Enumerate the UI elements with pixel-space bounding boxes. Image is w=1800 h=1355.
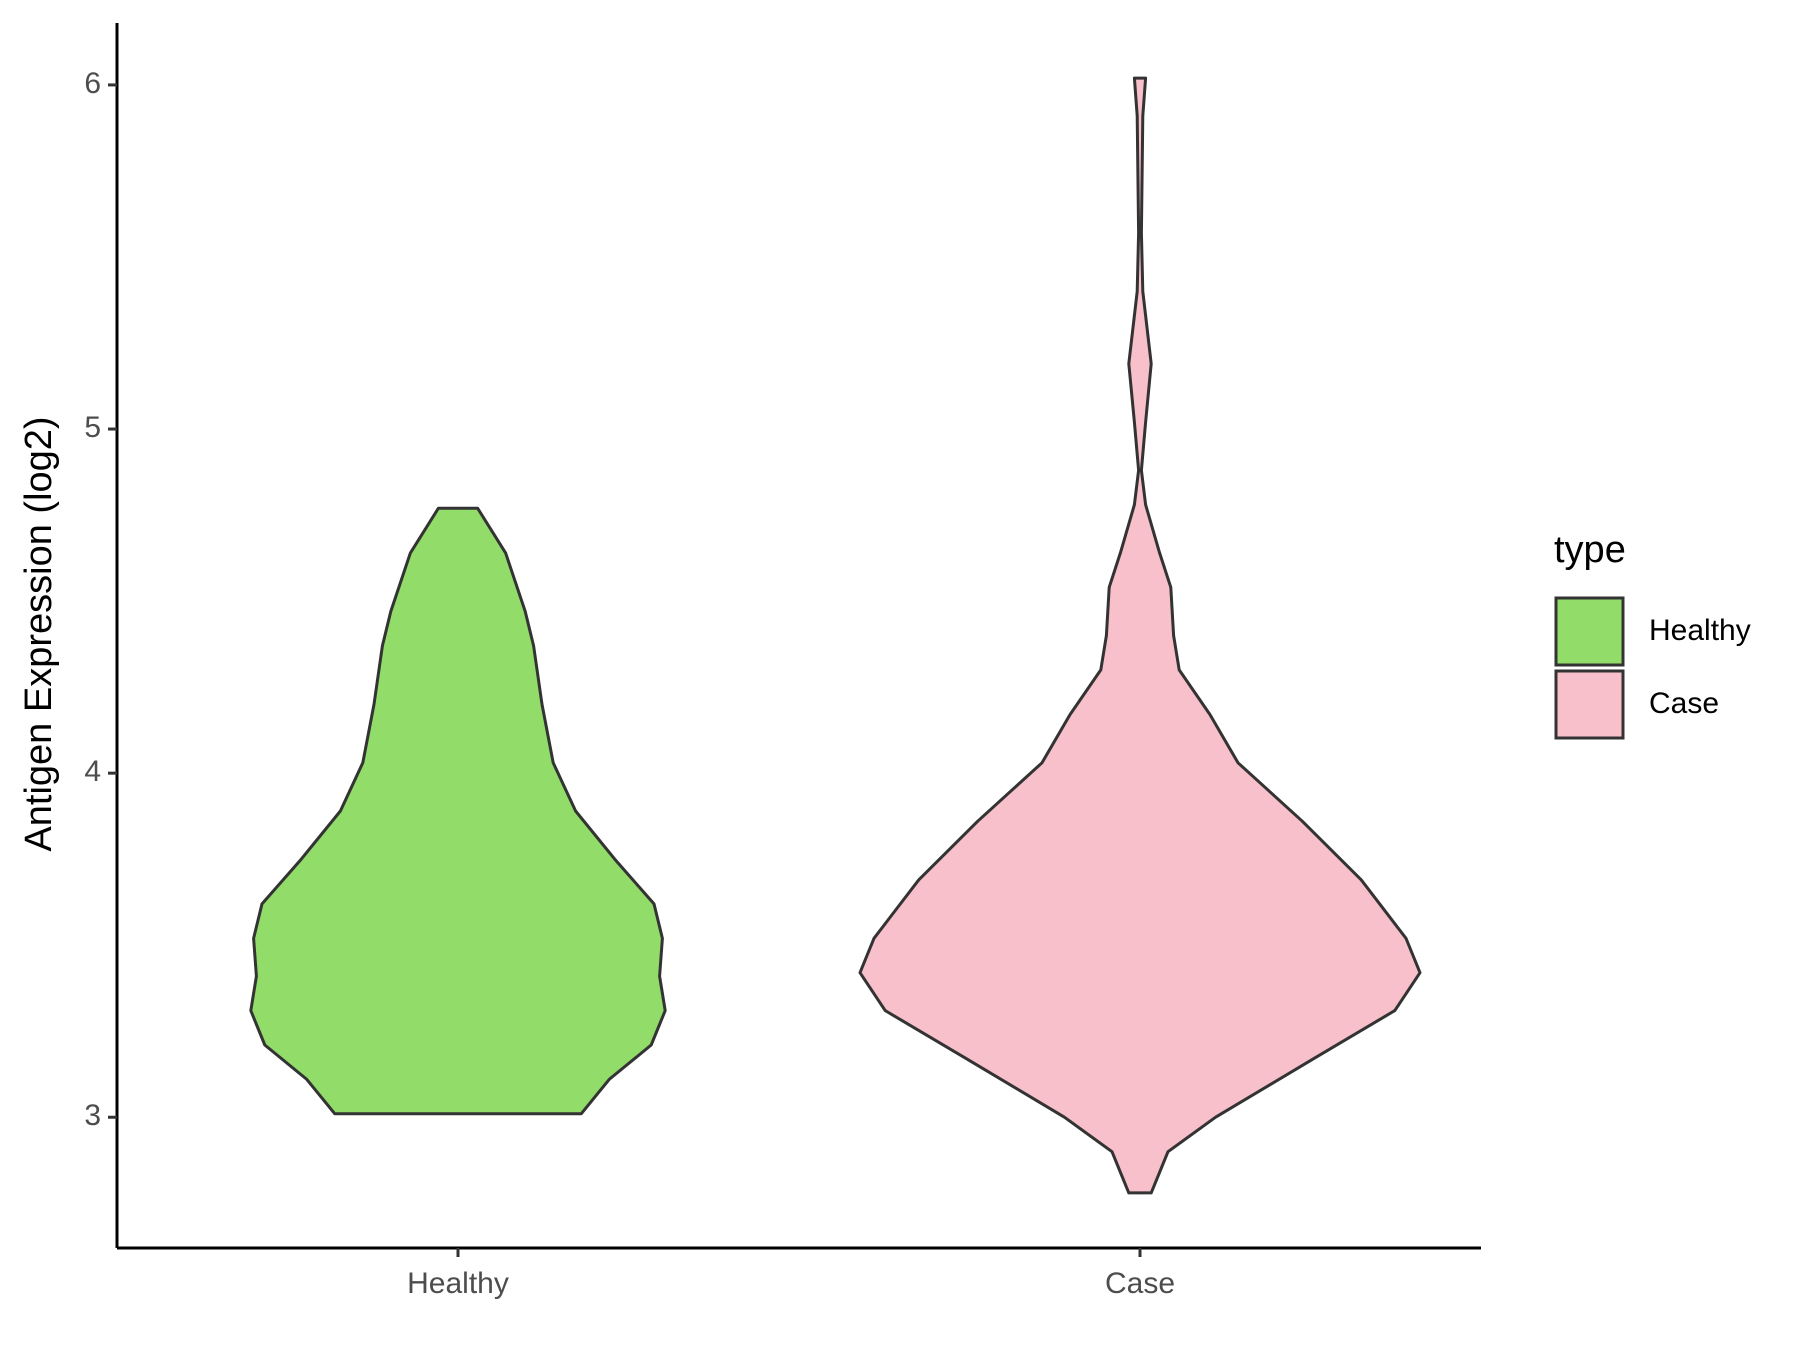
y-tick-label: 6 (84, 67, 101, 100)
legend-key (1554, 596, 1625, 667)
y-tick-label: 3 (84, 1099, 101, 1132)
x-tick-label: Healthy (407, 1267, 509, 1300)
y-tick-label: 4 (84, 755, 101, 788)
legend-label: Case (1649, 687, 1719, 720)
y-axis-title: Antigen Expression (log2) (18, 416, 60, 851)
legend-label: Healthy (1649, 614, 1751, 647)
violin (858, 76, 1422, 1195)
y-tick-label: 5 (84, 411, 101, 444)
violin (249, 506, 667, 1116)
legend-title: type (1554, 529, 1626, 571)
x-tick-label: Case (1105, 1267, 1175, 1300)
legend-key (1554, 669, 1625, 740)
